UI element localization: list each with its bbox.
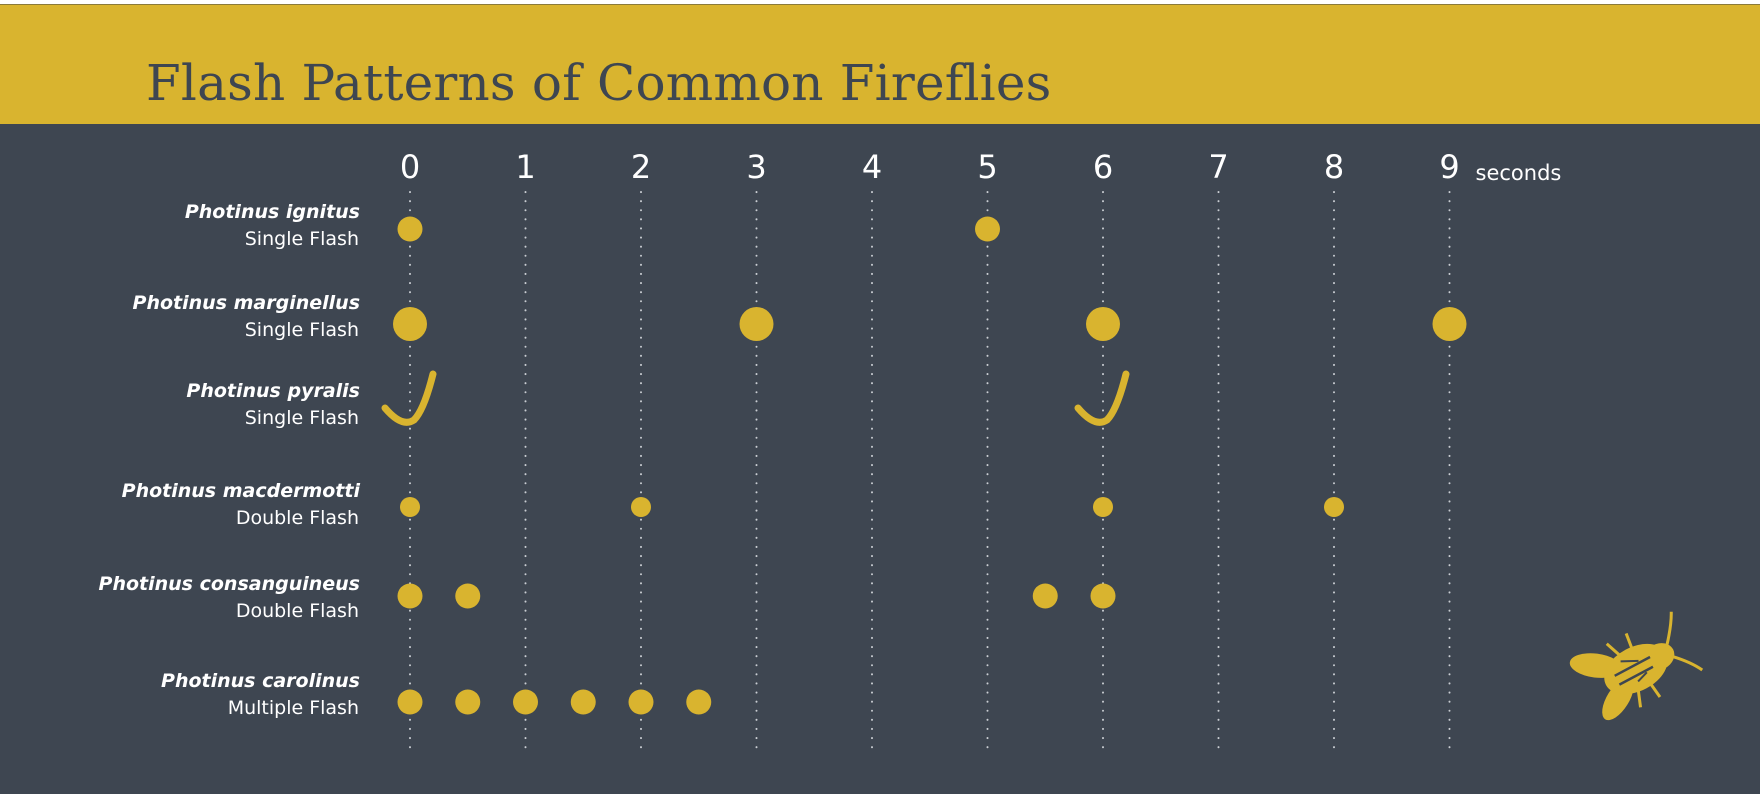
chart-panel (0, 124, 1760, 794)
flash-dot (570, 689, 596, 715)
flash-dot (400, 497, 420, 517)
x-tick-label: 2 (631, 148, 651, 186)
pattern-label: Double Flash (236, 600, 359, 622)
flash-dot (1090, 583, 1116, 609)
x-tick-label: 1 (515, 148, 535, 186)
flash-dot (397, 689, 423, 715)
flash-swoosh (1074, 370, 1130, 426)
flash-swoosh (381, 370, 437, 426)
flash-dot (455, 689, 481, 715)
species-label: Photinus pyralis (186, 380, 360, 402)
pattern-label: Single Flash (245, 228, 359, 250)
species-label: Photinus macdermotti (122, 480, 361, 502)
pattern-label: Single Flash (245, 319, 359, 341)
flash-dot (686, 689, 712, 715)
species-labels: Photinus ignitus Single Flash Photinus mar… (99, 201, 361, 719)
flash-dot (513, 689, 538, 715)
x-tick-label: 6 (1093, 148, 1113, 186)
flash-dot (455, 583, 481, 609)
species-label: Photinus marginellus (133, 292, 360, 314)
x-tick-label: 0 (400, 148, 420, 186)
x-tick-label: 5 (977, 148, 997, 186)
firefly-icon (1569, 611, 1704, 721)
flash-marks (381, 216, 1467, 715)
x-tick-label: 4 (862, 148, 882, 186)
pattern-label: Single Flash (245, 407, 359, 429)
flash-dot (1032, 583, 1058, 609)
x-unit-label: seconds (1476, 161, 1562, 185)
species-label: Photinus carolinus (161, 670, 360, 692)
title-banner (0, 4, 1760, 125)
flash-dot (975, 216, 1000, 242)
firefly-icon (1569, 611, 1704, 721)
x-tick-label: 8 (1324, 148, 1344, 186)
flash-dot (1432, 307, 1467, 341)
flash-dot (1324, 497, 1344, 517)
chart-title: Flash Patterns of Common Fireflies (146, 54, 1052, 112)
species-label: Photinus consanguineus (99, 573, 360, 595)
species-label: Photinus ignitus (185, 201, 360, 223)
pattern-label: Multiple Flash (228, 697, 359, 719)
grid-layer (409, 191, 1451, 749)
flash-dot (397, 216, 423, 242)
x-tick-label: 9 (1439, 148, 1459, 186)
pattern-label: Double Flash (236, 507, 359, 529)
flash-dot (631, 497, 651, 517)
flash-dot (1093, 497, 1113, 517)
flash-dot (393, 307, 427, 341)
flash-dot (397, 583, 423, 609)
flash-dot (628, 689, 654, 715)
x-tick-label: 3 (746, 148, 766, 186)
x-tick-label: 7 (1208, 148, 1228, 186)
flash-pattern-chart: 0 1 2 3 4 5 6 7 8 9 seconds Photinus ignitus Single… (99, 148, 1704, 749)
x-axis-ticks: 0 1 2 3 4 5 6 7 8 9 seconds (400, 148, 1562, 186)
flash-dot (1086, 307, 1120, 341)
flash-dot (739, 307, 774, 341)
